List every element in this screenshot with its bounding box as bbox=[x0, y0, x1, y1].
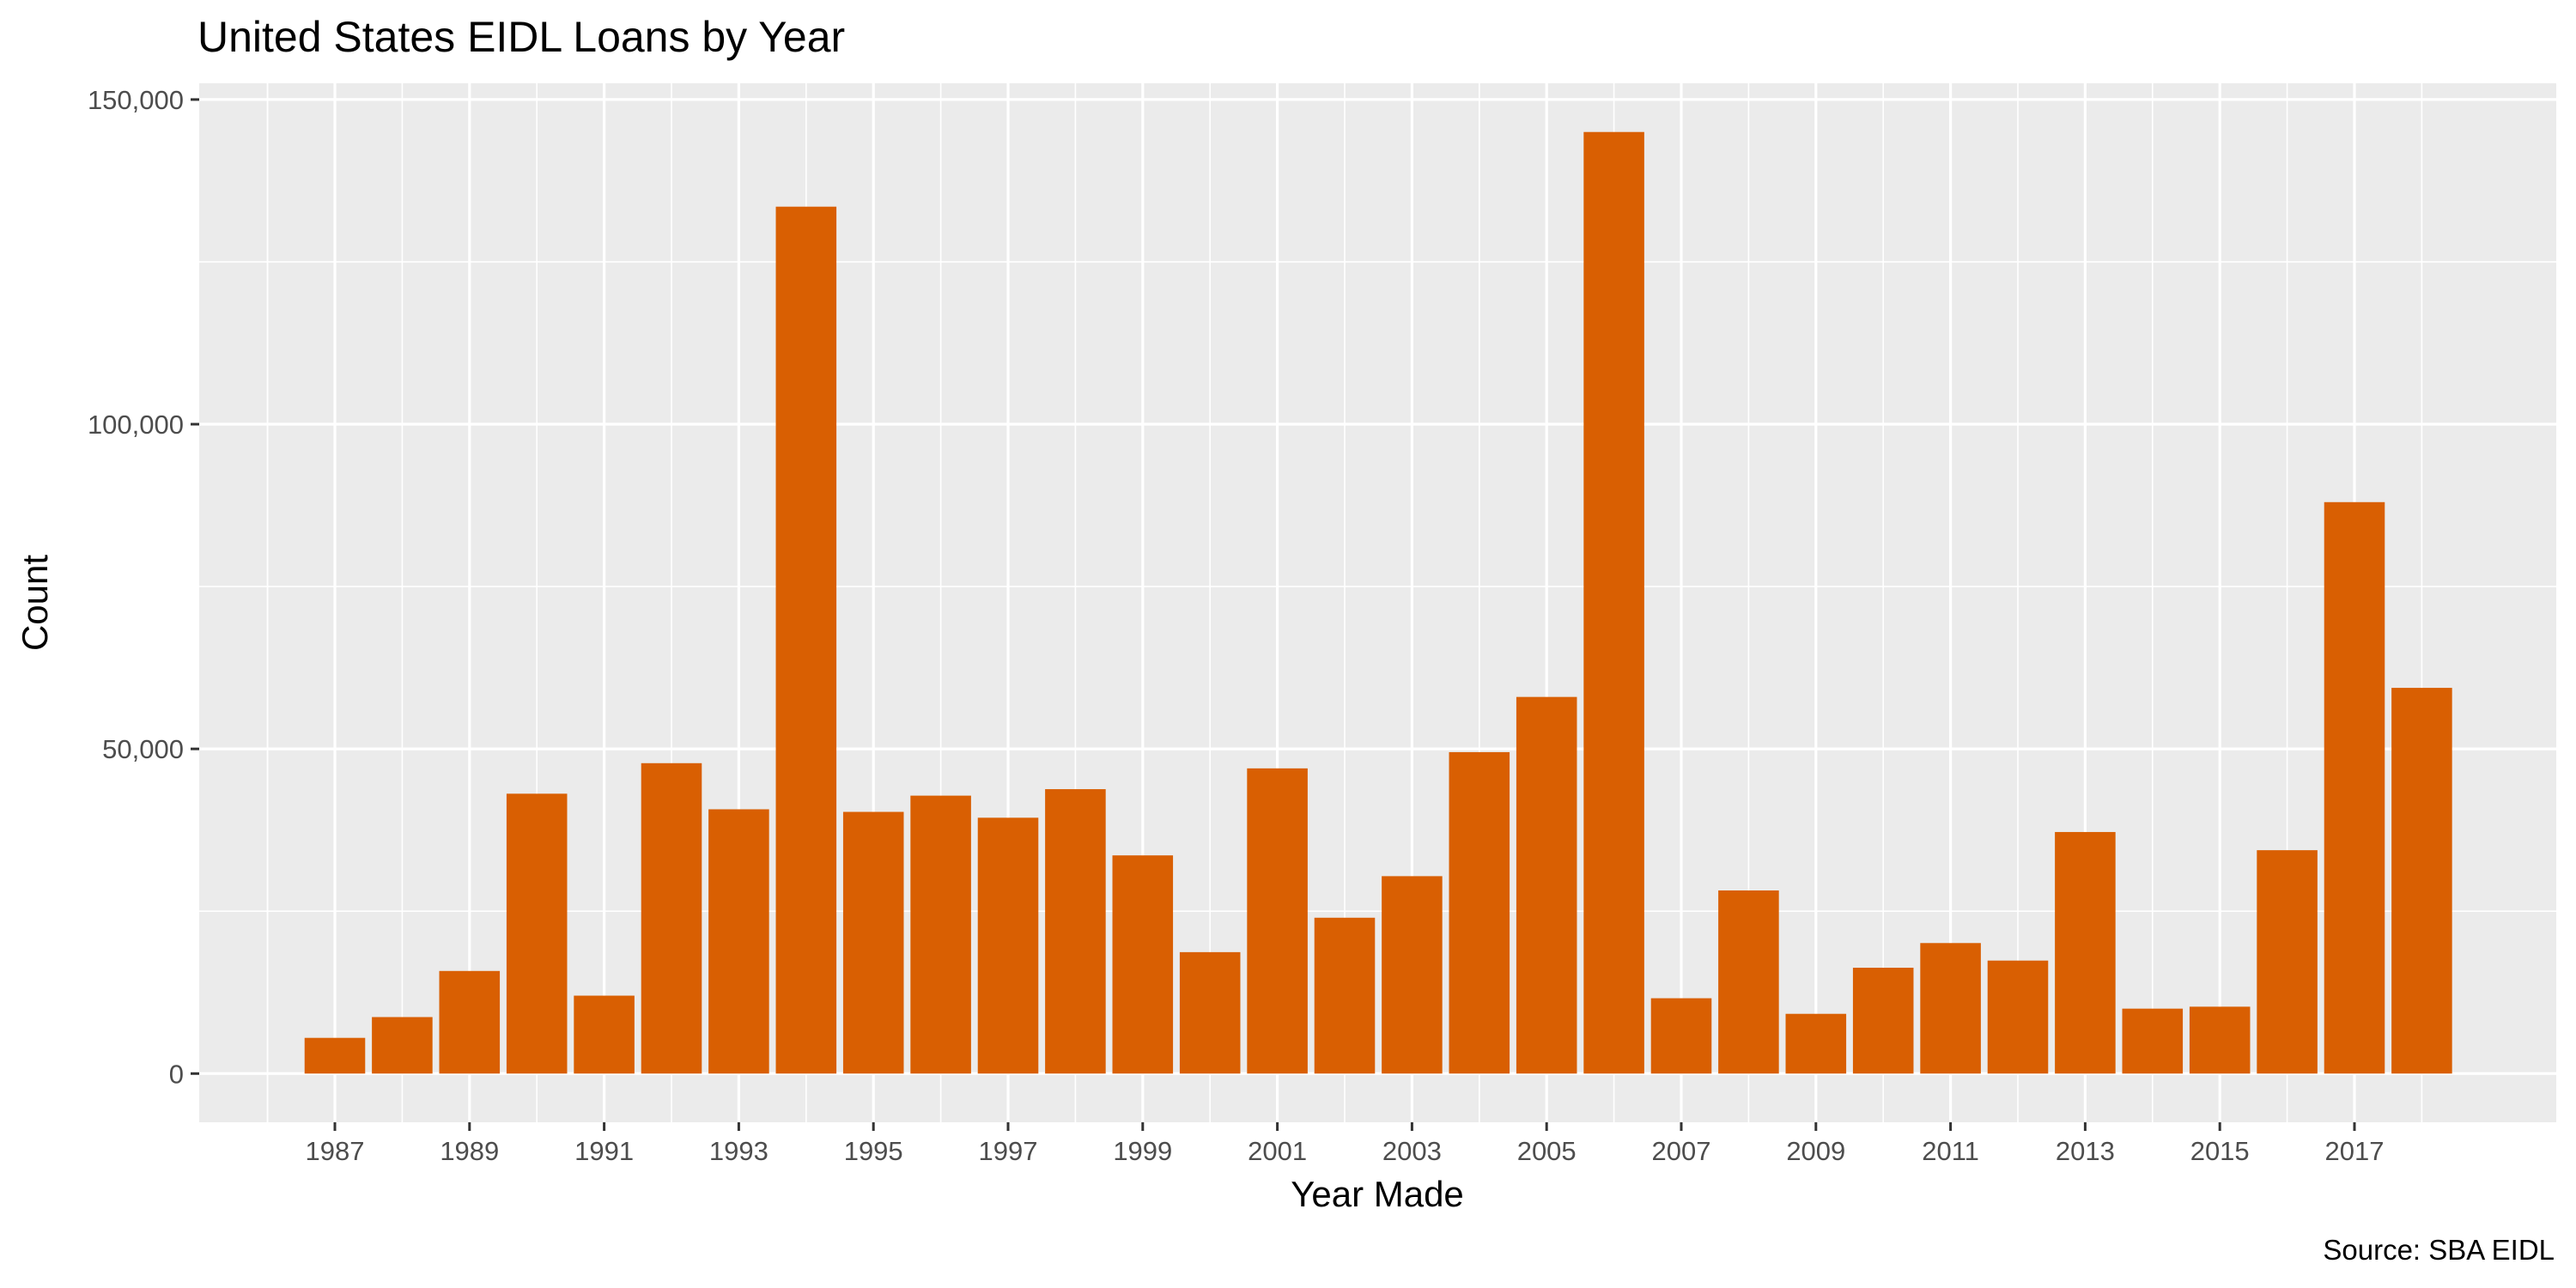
bar-1997 bbox=[977, 817, 1039, 1074]
x-tick-label: 2017 bbox=[2325, 1136, 2385, 1166]
x-tick-label: 2011 bbox=[1922, 1136, 1979, 1166]
x-tick-label: 1993 bbox=[709, 1136, 769, 1166]
x-tick-label: 1987 bbox=[306, 1136, 365, 1166]
plot-panel bbox=[199, 83, 2556, 1122]
bar-2000 bbox=[1179, 951, 1241, 1074]
bar-2004 bbox=[1449, 751, 1510, 1074]
bar-2017 bbox=[2324, 501, 2385, 1074]
y-tick-label: 150,000 bbox=[88, 85, 184, 115]
chart-caption: Source: SBA EIDL bbox=[2323, 1234, 2555, 1266]
bar-2007 bbox=[1650, 998, 1712, 1074]
x-axis: 1987 1989 1991 1993 1995 1997 1999 2001 2003 2005… bbox=[306, 1122, 2385, 1166]
y-axis-title: Count bbox=[15, 555, 55, 651]
bar-2010 bbox=[1852, 968, 1914, 1074]
bar-1995 bbox=[842, 811, 904, 1074]
x-axis-title: Year Made bbox=[1291, 1174, 1464, 1214]
bar-2018 bbox=[2391, 688, 2452, 1074]
bar-2002 bbox=[1314, 917, 1376, 1074]
bar-2012 bbox=[1987, 960, 2049, 1074]
bar-1993 bbox=[708, 809, 769, 1074]
bar-1994 bbox=[775, 206, 837, 1074]
bar-1988 bbox=[372, 1017, 433, 1074]
y-tick-label: 100,000 bbox=[88, 410, 184, 440]
bar-1996 bbox=[910, 795, 971, 1074]
x-tick-label: 2003 bbox=[1382, 1136, 1442, 1166]
x-tick-label: 2015 bbox=[2190, 1136, 2250, 1166]
y-axis: 0 50,000 100,000 150,000 bbox=[88, 85, 199, 1089]
bar-2006 bbox=[1583, 131, 1644, 1074]
bar-1999 bbox=[1112, 855, 1174, 1074]
bar-2003 bbox=[1382, 876, 1443, 1074]
x-tick-label: 2013 bbox=[2056, 1136, 2115, 1166]
x-tick-label: 1991 bbox=[574, 1136, 634, 1166]
x-tick-label: 2005 bbox=[1517, 1136, 1577, 1166]
bar-2016 bbox=[2257, 850, 2318, 1074]
x-tick-label: 2009 bbox=[1786, 1136, 1845, 1166]
bar-2011 bbox=[1920, 943, 1981, 1074]
x-tick-label: 1999 bbox=[1113, 1136, 1172, 1166]
y-tick-label: 0 bbox=[169, 1059, 184, 1089]
x-tick-label: 1995 bbox=[844, 1136, 903, 1166]
bar-1998 bbox=[1045, 789, 1106, 1074]
y-tick-label: 50,000 bbox=[102, 734, 184, 764]
x-tick-label: 1989 bbox=[440, 1136, 499, 1166]
x-tick-label: 2001 bbox=[1248, 1136, 1307, 1166]
bar-2015 bbox=[2189, 1006, 2251, 1074]
bar-1991 bbox=[574, 995, 635, 1074]
bar-2005 bbox=[1516, 696, 1577, 1074]
bar-1990 bbox=[506, 793, 568, 1074]
x-tick-label: 1997 bbox=[979, 1136, 1038, 1166]
bar-2013 bbox=[2055, 831, 2116, 1074]
x-tick-label: 2007 bbox=[1652, 1136, 1711, 1166]
chart-title: United States EIDL Loans by Year bbox=[197, 13, 845, 61]
bar-2001 bbox=[1247, 768, 1308, 1074]
bar-1992 bbox=[641, 762, 702, 1074]
bar-2014 bbox=[2122, 1008, 2184, 1074]
bar-1989 bbox=[439, 970, 501, 1074]
bar-1987 bbox=[304, 1037, 366, 1074]
bar-2008 bbox=[1718, 890, 1779, 1074]
bar-2009 bbox=[1785, 1013, 1847, 1074]
bars bbox=[304, 131, 2452, 1074]
